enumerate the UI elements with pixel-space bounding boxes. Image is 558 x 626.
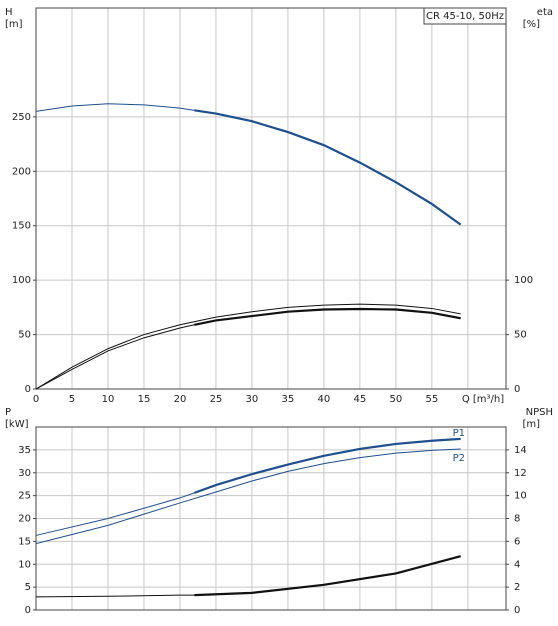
y2-tick-label: 4 xyxy=(514,559,520,570)
curve xyxy=(35,448,461,545)
y2-axis-unit: [m] xyxy=(522,419,540,430)
curve xyxy=(193,437,461,494)
x-tick-label: 45 xyxy=(354,394,367,405)
y-tick-label: 200 xyxy=(12,166,31,177)
curve xyxy=(35,594,195,598)
x-tick-label: 20 xyxy=(174,394,187,405)
y2-tick-label: 50 xyxy=(514,330,527,341)
y-tick-label: 0 xyxy=(25,605,31,616)
x-tick-label: 25 xyxy=(210,394,223,405)
x-tick-label: 50 xyxy=(390,394,403,405)
y2-tick-label: 8 xyxy=(514,514,520,525)
y-tick-label: 5 xyxy=(25,582,31,593)
x-tick-label: 10 xyxy=(102,394,115,405)
y-tick-label: 15 xyxy=(18,536,31,547)
y-tick-label: 50 xyxy=(18,330,31,341)
y-tick-label: 10 xyxy=(18,559,31,570)
y-tick-label: 100 xyxy=(12,275,31,286)
plot-frame xyxy=(35,426,507,611)
curve xyxy=(194,555,461,597)
curve xyxy=(194,307,461,326)
plot-frame xyxy=(35,7,507,390)
y2-tick-label: 10 xyxy=(514,491,527,502)
y2-tick-label: 100 xyxy=(514,275,533,286)
x-tick-label: Q [m³/h] xyxy=(462,394,504,405)
y-tick-label: 25 xyxy=(18,491,31,502)
y2-tick-label: 12 xyxy=(514,468,527,479)
y-tick-label: 20 xyxy=(18,514,31,525)
x-tick-label: 0 xyxy=(33,394,39,405)
curve xyxy=(194,109,462,226)
y2-tick-label: 0 xyxy=(514,384,520,395)
y-tick-label: 0 xyxy=(25,384,31,395)
series-label: P1 xyxy=(453,428,465,439)
chart-title: CR 45-10, 50Hz xyxy=(426,11,504,22)
y2-axis-label: NPSH xyxy=(526,407,553,418)
curve xyxy=(35,103,195,112)
y2-tick-label: 14 xyxy=(514,445,527,456)
y-axis-label: P xyxy=(5,407,11,418)
x-tick-label: 40 xyxy=(318,394,331,405)
y2-axis-unit: [%] xyxy=(523,19,540,30)
x-tick-label: 35 xyxy=(282,394,295,405)
y-tick-label: 250 xyxy=(12,112,31,123)
curve xyxy=(35,492,195,536)
title-box xyxy=(423,7,507,25)
y2-tick-label: 0 xyxy=(514,605,520,616)
y-axis-unit: [kW] xyxy=(5,419,29,430)
curve xyxy=(35,303,461,390)
y2-tick-label: 2 xyxy=(514,582,520,593)
curve xyxy=(35,324,195,390)
y2-axis-label: eta xyxy=(537,7,553,18)
y-tick-label: 35 xyxy=(18,445,31,456)
x-tick-label: 15 xyxy=(138,394,151,405)
x-tick-label: 30 xyxy=(246,394,259,405)
y2-tick-label: 6 xyxy=(514,536,520,547)
y-axis-label: H xyxy=(5,7,13,18)
y-axis-unit: [m] xyxy=(5,19,23,30)
x-tick-label: 5 xyxy=(69,394,75,405)
y-tick-label: 150 xyxy=(12,221,31,232)
x-tick-label: 55 xyxy=(425,394,438,405)
series-label: P2 xyxy=(453,453,465,464)
y-tick-label: 30 xyxy=(18,468,31,479)
